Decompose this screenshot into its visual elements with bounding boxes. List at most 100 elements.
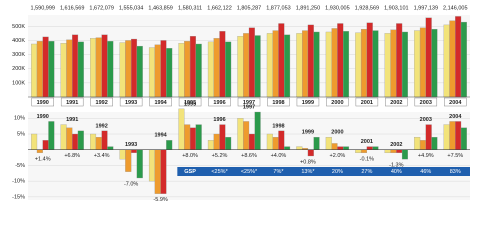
bar (48, 121, 55, 150)
year-box (267, 97, 290, 107)
year-box (237, 97, 261, 107)
bar (296, 33, 303, 98)
change-label: -5.9% (153, 197, 167, 203)
change-label: +1.4% (35, 156, 51, 162)
x-tick-label: 2002 (390, 142, 402, 148)
change-label: +8.0% (182, 153, 198, 159)
y-tick-label: -10% (12, 179, 25, 185)
x-tick-label: 1994 (154, 100, 167, 106)
y-tick-label: 10% (14, 116, 25, 122)
total-label: 1,928,569 (355, 5, 379, 11)
bar (107, 41, 114, 98)
x-tick-label: 1990 (37, 114, 49, 120)
year-box (326, 97, 349, 107)
bar (184, 124, 191, 150)
gsp-value: 13%* (301, 169, 315, 175)
y-tick-label: 400K (12, 38, 25, 44)
bar (355, 32, 362, 98)
total-label: 1,616,569 (60, 5, 84, 11)
gsp-value: <25%* (211, 169, 228, 175)
change-label: -1.3% (389, 163, 403, 169)
bar (414, 30, 421, 98)
bar (107, 146, 114, 150)
bar (390, 149, 397, 154)
total-label: 1,662,122 (207, 5, 231, 11)
bar (443, 124, 450, 150)
gsp-label: GSP (184, 169, 196, 175)
bar (355, 149, 362, 154)
bar (90, 38, 97, 98)
bar (36, 149, 43, 154)
bar (414, 136, 421, 150)
bar (302, 30, 309, 98)
x-tick-label: 2002 (390, 100, 402, 106)
bar (331, 143, 338, 150)
bar (95, 136, 102, 150)
gsp-value: 40% (391, 169, 402, 175)
x-tick-label: 1995 (184, 101, 196, 107)
bar (166, 48, 173, 98)
bar (166, 140, 173, 150)
bar (401, 149, 408, 160)
bar (207, 41, 214, 98)
bar (31, 133, 38, 150)
bar (419, 27, 426, 98)
bar (219, 31, 226, 98)
year-box (90, 97, 113, 107)
x-tick-label: 2003 (420, 100, 432, 106)
bar (449, 20, 456, 98)
bar (237, 118, 244, 150)
bar (360, 149, 368, 154)
bar (313, 136, 320, 150)
bar (243, 33, 250, 98)
x-tick-label: 1994 (154, 133, 167, 139)
chart-page: 100K 200K 300K 400K 500K 1990 1,590,999 1991 1,6… (12, 5, 471, 203)
bar (154, 149, 161, 194)
bar (449, 121, 456, 150)
x-tick-label: 1990 (37, 100, 49, 106)
bar (278, 130, 285, 150)
bar (366, 146, 373, 150)
bar (390, 29, 397, 98)
bar (307, 149, 314, 157)
bar (372, 30, 379, 98)
y-tick-label: 200K (12, 66, 25, 72)
x-tick-label: 1999 (302, 100, 314, 106)
change-label: +6.8% (64, 153, 80, 159)
bar (284, 146, 291, 150)
y-tick-label: -5% (15, 163, 25, 169)
total-label: 1,555,034 (119, 5, 143, 11)
bar (419, 140, 426, 150)
x-tick-label: 1992 (96, 100, 108, 106)
bar (136, 149, 143, 179)
total-label: 1,891,250 (296, 5, 320, 11)
bar (189, 36, 196, 98)
change-label: +8.6% (241, 153, 257, 159)
bar (396, 23, 403, 98)
bar (455, 121, 462, 150)
bar (225, 136, 232, 150)
bar (130, 38, 138, 98)
year-box (208, 97, 231, 107)
bar (455, 16, 462, 98)
change-label: +3.4% (94, 153, 110, 159)
bar (66, 127, 73, 150)
bar (178, 43, 185, 98)
bar (189, 127, 196, 150)
bar (366, 22, 373, 98)
gsp-value: 83% (450, 169, 461, 175)
bar (237, 36, 244, 98)
bar (60, 124, 67, 150)
x-tick-label: 1996 (213, 117, 225, 123)
bar (243, 121, 250, 150)
bar (42, 140, 49, 150)
bar (90, 133, 97, 150)
bar (313, 31, 320, 98)
bar (307, 24, 314, 98)
x-tick-label: 2000 (331, 130, 343, 136)
change-label: -0.1% (360, 156, 374, 162)
change-label: +4.0% (271, 153, 287, 159)
total-label: 1,877,053 (266, 5, 290, 11)
x-tick-label: 1993 (125, 142, 137, 148)
bar (66, 39, 73, 98)
